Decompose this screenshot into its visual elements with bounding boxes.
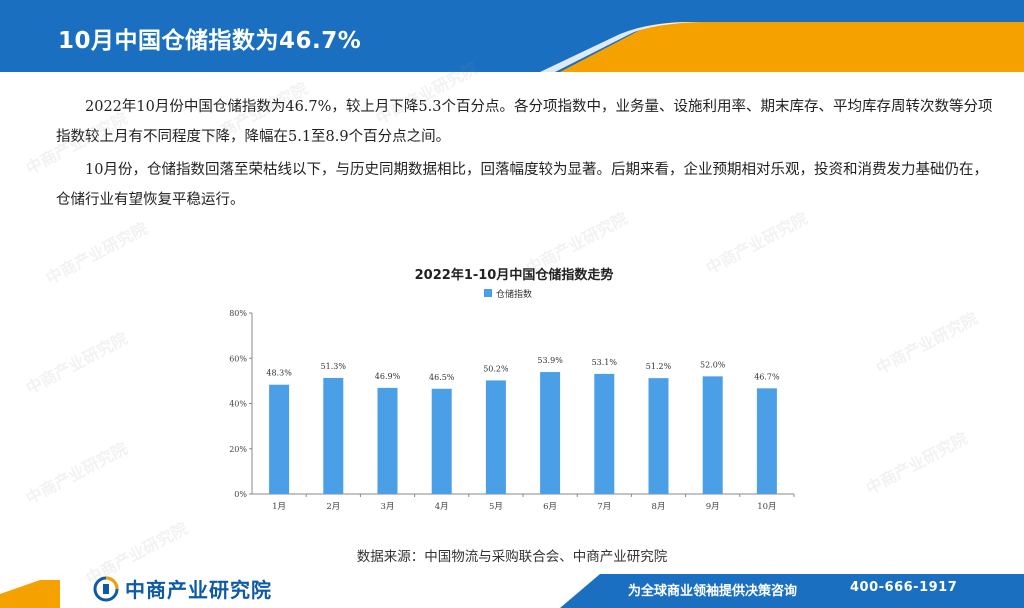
bar [702,376,723,494]
bar [485,380,506,494]
x-tick-label: 7月 [597,502,611,512]
x-tick-label: 4月 [435,502,449,512]
bar-chart: 2022年1-10月中国仓储指数走势 仓储指数 0% 20% 40% 60% 80% 1月… [229,267,795,512]
watermark: 中商产业研究院 [862,428,971,499]
x-tick-label: 3月 [381,502,395,512]
data-label: 46.9% [375,372,401,381]
bar [323,377,344,494]
watermark: 中商产业研究院 [22,328,131,399]
y-tick-label: 80% [229,309,247,318]
bar [756,388,777,494]
bar [269,384,290,494]
brand-logo: 中商产业研究院 [93,574,272,603]
chart-container: 2022年1-10月中国仓储指数走势 仓储指数 0% 20% 40% 60% 80% 1月… [224,255,804,520]
legend-swatch [484,289,492,297]
x-tick-label: 8月 [652,502,666,512]
bar [431,388,452,494]
data-label: 51.3% [321,362,347,371]
x-tick-label: 9月 [706,502,720,512]
data-label: 51.2% [646,362,672,371]
bar [377,387,398,494]
y-tick-label: 20% [229,445,247,454]
watermark: 中商产业研究院 [42,218,151,289]
header-band: 10月中国仓储指数为46.7% [0,0,1024,72]
logo-text: 中商产业研究院 [125,578,272,602]
x-tick-label: 1月 [272,502,286,512]
data-label: 52.0% [700,360,726,369]
x-tick-label: 5月 [489,502,503,512]
footer-phone: 400-666-1917 [850,580,958,595]
watermark: 中商产业研究院 [22,438,131,509]
chart-title: 2022年1-10月中国仓储指数走势 [415,267,614,283]
data-label: 48.3% [266,369,292,378]
logo-icon [93,576,119,601]
bar [594,373,615,494]
bar [648,378,669,494]
y-tick-label: 60% [229,354,247,363]
x-tick-label: 2月 [326,502,340,512]
y-tick-label: 0% [234,490,247,499]
footer-background [0,572,1024,608]
header-background [0,0,1024,72]
data-label: 46.5% [429,373,455,382]
source-note: 数据来源：中国物流与采购联合会、中商产业研究院 [356,549,668,565]
x-tick-label: 6月 [543,502,557,512]
data-label: 50.2% [483,364,509,373]
x-tick-label: 10月 [757,502,776,512]
legend-label: 仓储指数 [496,288,532,300]
paragraph-1: 2022年10月份中国仓储指数为46.7%，较上月下降5.3个百分点。各分项指数… [56,99,993,145]
page-title: 10月中国仓储指数为46.7% [58,28,362,54]
y-tick-label: 40% [229,400,247,409]
data-label: 53.9% [537,356,563,365]
footer-band [0,572,1024,608]
paragraph-2: 10月份，仓储指数回落至荣枯线以下，与历史同期数据相比，回落幅度较为显著。后期来… [56,162,988,208]
watermark: 中商产业研究院 [872,308,981,379]
data-label: 46.7% [754,372,780,381]
footer-slogan: 为全球商业领袖提供决策咨询 [628,584,798,599]
chart-bars: 48.3% 51.3% 46.9% 46.5% 50.2% 53.9% 53.1% 51.2%… [266,356,780,494]
bar [540,372,561,494]
data-label: 53.1% [592,358,618,367]
